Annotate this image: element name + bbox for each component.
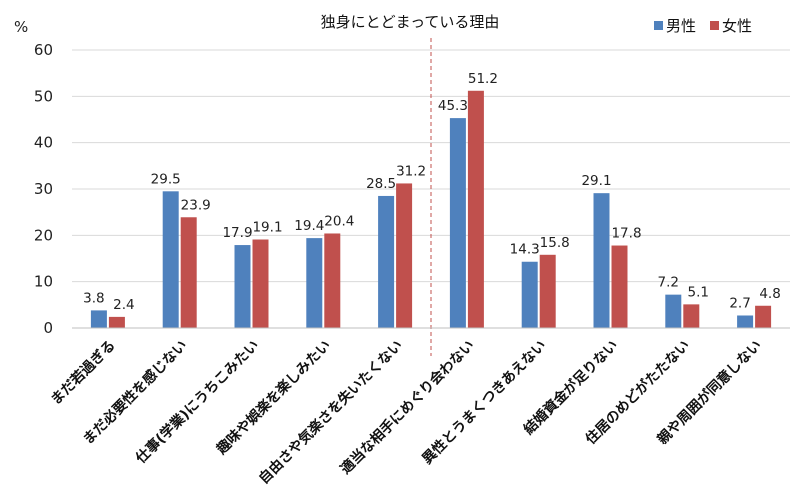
bar-male: [306, 238, 323, 328]
bar-female: [755, 305, 772, 328]
legend-label: 男性: [666, 17, 696, 35]
bar-female: [180, 217, 197, 328]
data-label: 17.9: [222, 225, 252, 241]
bar-female: [324, 233, 341, 328]
bar-female: [467, 90, 484, 328]
data-label: 28.5: [366, 176, 396, 192]
y-tick-label: 0: [43, 319, 53, 337]
x-tick-label: まだ若過ぎる: [47, 337, 118, 408]
data-label: 2.4: [113, 297, 134, 313]
bar-male: [162, 191, 179, 328]
y-tick-label: 60: [34, 41, 53, 59]
y-axis-ticks: 0 10 20 30 40 50 60: [34, 41, 53, 337]
data-labels: 3.8 2.4 29.523.9 17.9 19.1 19.4 20.4 28.531.2 45…: [83, 71, 781, 313]
bars: [90, 90, 772, 328]
data-label: 45.3: [438, 98, 468, 114]
x-tick-label: 自由さや気楽さを失いたくない: [255, 337, 406, 488]
bar-male: [665, 294, 682, 328]
y-tick-label: 30: [34, 180, 53, 198]
data-label: 4.8: [759, 286, 780, 302]
data-label: 7.2: [658, 275, 679, 291]
bar-female: [539, 254, 556, 328]
x-tick-label: 適当な相手にめぐり会わない: [337, 337, 478, 478]
bar-male: [449, 118, 466, 328]
bar-female: [683, 304, 700, 328]
legend-swatch-female: [710, 21, 719, 30]
data-label: 29.5: [151, 171, 181, 187]
data-label: 17.8: [611, 226, 641, 242]
bar-female: [611, 245, 628, 328]
bar-male: [521, 261, 538, 328]
legend-swatch-male: [654, 21, 663, 30]
data-label: 19.4: [294, 218, 324, 234]
y-axis-unit: %: [14, 18, 28, 36]
x-axis-labels: まだ若過ぎるまだ必要性を感じない仕事(学業)にうちこみたい趣味や娯楽を楽しみたい…: [47, 337, 765, 488]
x-tick-label: 趣味や娯楽を楽しみたい: [213, 337, 335, 459]
legend: 男性 女性: [654, 17, 752, 35]
bar-male: [234, 245, 251, 328]
y-tick-label: 50: [34, 87, 53, 105]
y-tick-label: 40: [34, 134, 53, 152]
y-tick-label: 10: [34, 273, 53, 291]
data-label: 20.4: [324, 213, 354, 229]
bar-female: [252, 239, 269, 328]
bar-male: [90, 310, 107, 328]
bar-female: [108, 316, 125, 328]
data-label: 3.8: [83, 290, 104, 306]
data-label: 31.2: [396, 163, 426, 179]
legend-label: 女性: [722, 17, 752, 35]
data-label: 2.7: [729, 295, 750, 311]
data-label: 19.1: [252, 220, 282, 236]
data-label: 14.3: [510, 242, 540, 258]
y-tick-label: 20: [34, 226, 53, 244]
bar-male: [737, 315, 754, 328]
bar-male: [378, 195, 395, 328]
bar-male: [593, 193, 610, 328]
chart-title: 独身にとどまっている理由: [321, 13, 500, 31]
data-label: 23.9: [181, 197, 211, 213]
x-tick-label: 異性とうまくつきあえない: [419, 337, 550, 468]
data-label: 5.1: [688, 284, 709, 300]
data-label: 29.1: [581, 173, 611, 189]
data-label: 51.2: [468, 71, 498, 87]
bar-female: [396, 183, 413, 328]
x-tick-label: 仕事(学業)にうちこみたい: [132, 337, 263, 468]
data-label: 15.8: [540, 235, 570, 251]
